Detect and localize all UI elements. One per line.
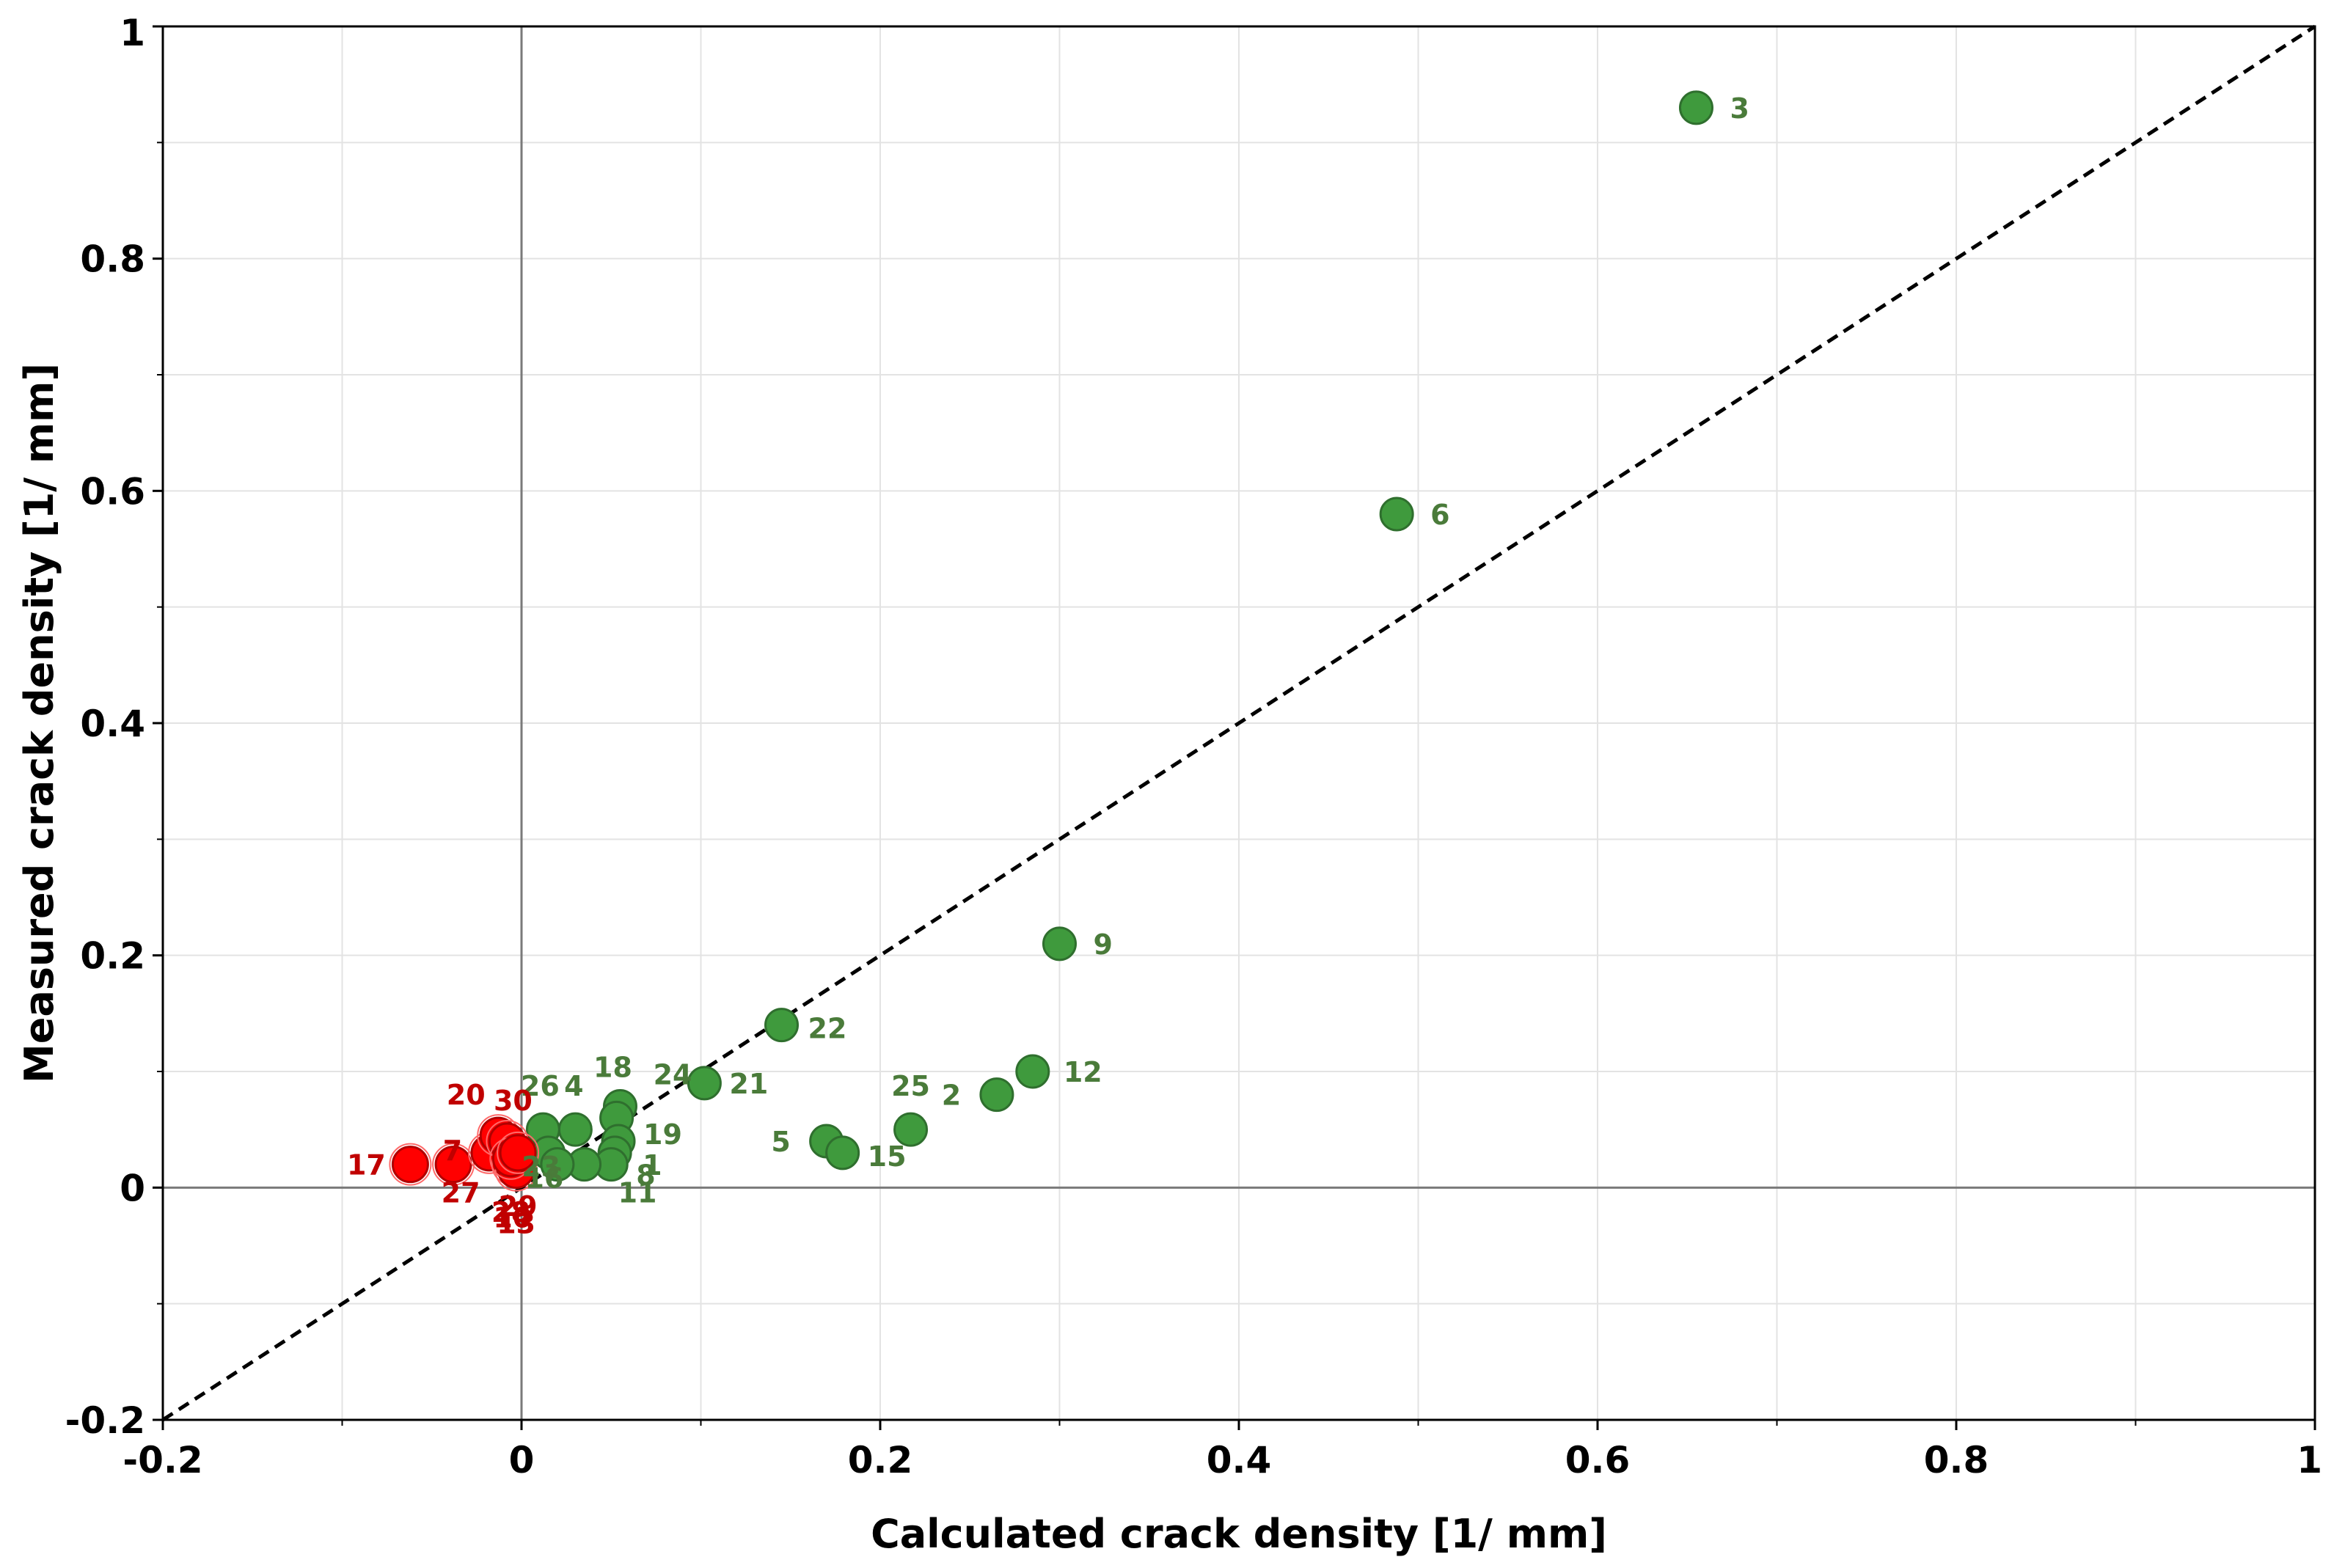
y-tick-label: -0.2 [65,1399,145,1442]
point-label-red-17: 17 [347,1149,386,1182]
x-tick-label: -0.2 [122,1439,202,1481]
point-label-red-7: 7 [443,1135,462,1167]
point-label-green-6: 6 [1430,499,1449,531]
data-point-green-15 [825,1135,860,1170]
point-label-red-29: 29 [499,1190,538,1223]
data-point-halo [497,1131,540,1174]
y-axis-title: Measured crack density [1/ mm] [16,363,62,1083]
data-point-green-2 [979,1077,1014,1113]
y-tick-label: 1 [120,12,145,54]
point-label-red-13: 13 [497,1208,535,1240]
point-label-green-3: 3 [1730,92,1749,125]
point-label-green-11: 11 [618,1177,657,1209]
point-label-green-5: 5 [771,1126,790,1158]
data-point-green-9 [1042,926,1077,961]
data-point-green-21 [687,1066,722,1101]
x-tick-label: 1 [2297,1439,2322,1481]
data-point-green-12 [1015,1054,1050,1089]
point-label-green-26: 26 [521,1070,560,1102]
data-point-red-29 [499,1134,537,1172]
x-tick-label: 0.4 [1207,1439,1272,1481]
x-tick-label: 0.2 [848,1439,913,1481]
data-points [389,90,1713,1192]
x-tick-label: 0.6 [1565,1439,1631,1481]
point-label-red-28: 28 [491,1196,530,1228]
point-label-green-8: 8 [636,1159,655,1192]
y-tick-label: 0.4 [80,703,145,745]
ticks: -0.2 0 0.2 0.4 0.6 0.8 1 -0.2 0 0.2 0.4 0.6 0.8 1 [65,12,2322,1481]
data-point-halo [432,1143,475,1186]
y-tick-label: 0.2 [80,935,145,978]
data-point-green-6 [1379,497,1414,532]
point-label-green-9: 9 [1094,928,1113,961]
point-label-green-15: 15 [868,1140,907,1173]
point-label-red-20: 20 [447,1079,486,1111]
data-point-green-22 [764,1008,800,1043]
point-label-red-30: 30 [494,1085,533,1117]
point-label-green-18: 18 [593,1052,632,1084]
y-tick-label: 0 [120,1167,145,1209]
x-tick-label: 0.8 [1924,1439,1989,1481]
data-point-halo [389,1143,432,1186]
point-label-green-1: 1 [643,1149,662,1182]
y-tick-label: 0.6 [80,470,145,513]
data-point-green-3 [1678,90,1713,125]
point-label-red-10: 10 [493,1202,532,1234]
point-label-green-12: 12 [1064,1056,1102,1088]
point-label-green-16: 16 [524,1162,563,1195]
data-point-green-25 [893,1112,929,1147]
data-point-red-17 [391,1146,429,1184]
point-label-green-21: 21 [729,1068,768,1100]
point-label-green-2: 2 [942,1080,961,1112]
point-label-red-27: 27 [442,1177,480,1209]
point-label-green-22: 22 [808,1013,847,1045]
point-label-green-23: 23 [522,1151,560,1183]
point-label-green-19: 19 [643,1118,682,1151]
x-tick-label: 0 [509,1439,535,1481]
data-point-green-16 [540,1147,575,1182]
data-point-red-27 [434,1146,472,1184]
point-label-green-25: 25 [891,1070,930,1102]
point-label-green-24: 24 [654,1058,692,1091]
point-label-green-4: 4 [564,1070,583,1102]
x-axis-title: Calculated crack density [1/ mm] [871,1511,1607,1557]
data-point-green-4 [557,1112,593,1147]
y-tick-label: 0.8 [80,238,145,281]
